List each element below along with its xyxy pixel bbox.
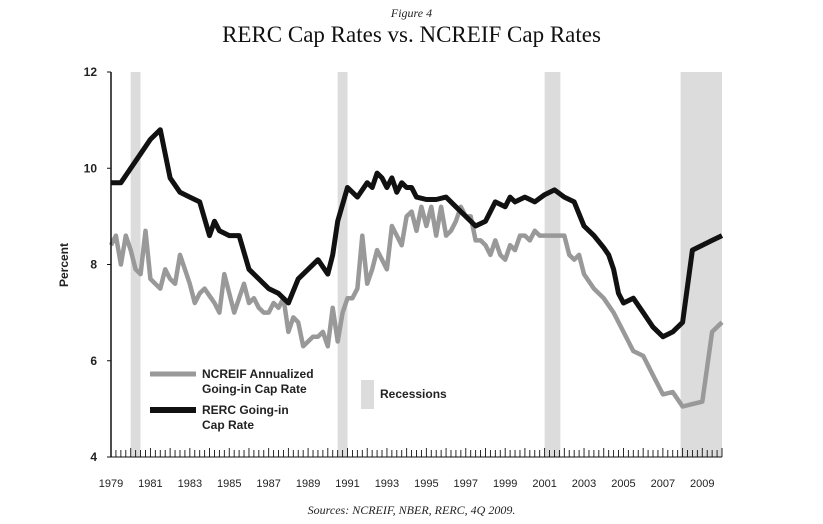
- series-line-rerc: [111, 127, 724, 340]
- legend-label-rerc: RERC Going-in Cap Rate: [202, 403, 292, 432]
- legend-label-recessions: Recessions: [380, 387, 447, 401]
- x-tick-label: 1983: [178, 478, 202, 490]
- legend-label-ncreif: NCREIF Annualized Going-in Cap Rate: [202, 367, 317, 396]
- x-ticks: [110, 448, 723, 457]
- x-tick-labels: 1979 1981 1983 1985 1987 1989 1991 1993 1995 1997…: [99, 478, 715, 490]
- x-tick-label: 1997: [454, 478, 478, 490]
- legend: NCREIF Annualized Going-in Cap Rate RERC…: [150, 367, 447, 432]
- x-tick-label: 2005: [611, 478, 635, 490]
- x-tick-label: 2001: [532, 478, 556, 490]
- x-tick-label: 1999: [493, 478, 517, 490]
- y-tick-labels: 4 6 8 10 12: [84, 65, 111, 464]
- y-tick-label: 4: [90, 450, 97, 464]
- recession-band-1: [337, 72, 348, 457]
- y-tick-label: 12: [84, 65, 98, 79]
- x-tick-label: 2009: [690, 478, 714, 490]
- series-line-ncreif: [108, 204, 724, 409]
- chart-title: RERC Cap Rates vs. NCREIF Cap Rates: [222, 22, 601, 47]
- y-tick-label: 8: [90, 258, 97, 272]
- y-tick-label: 6: [90, 354, 97, 368]
- series-lines: [108, 127, 724, 409]
- x-tick-label: 1989: [296, 478, 320, 490]
- x-tick-label: 1991: [335, 478, 359, 490]
- legend-swatch-recessions: [361, 380, 374, 409]
- y-axis-label: Percent: [57, 243, 71, 287]
- x-tick-label: 1979: [99, 478, 123, 490]
- x-tick-label: 1985: [217, 478, 241, 490]
- x-tick-label: 2007: [651, 478, 675, 490]
- x-tick-label: 2003: [572, 478, 596, 490]
- source-note: Sources: NCREIF, NBER, RERC, 4Q 2009.: [307, 503, 516, 517]
- figure-label: Figure 4: [390, 6, 433, 20]
- x-tick-label: 1995: [414, 478, 438, 490]
- y-tick-label: 10: [84, 161, 98, 175]
- x-tick-label: 1993: [375, 478, 399, 490]
- recession-band-2: [544, 72, 561, 457]
- x-tick-label: 1987: [256, 478, 280, 490]
- x-tick-label: 1981: [138, 478, 162, 490]
